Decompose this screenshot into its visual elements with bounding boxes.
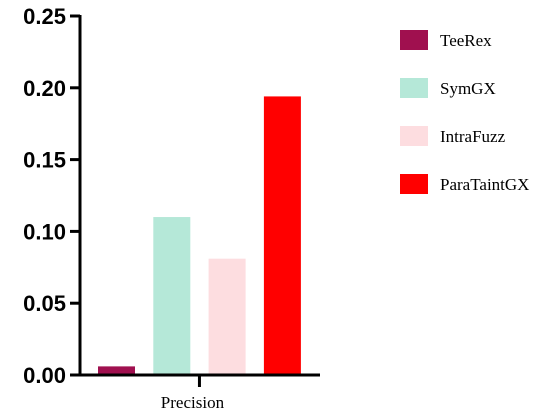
y-tick-label: 0.00: [23, 363, 66, 388]
legend-swatch-intrafuzz: [400, 126, 428, 146]
y-tick-label: 0.25: [23, 4, 66, 29]
x-axis: Precision: [79, 373, 320, 412]
y-tick-label: 0.20: [23, 76, 66, 101]
bar-intrafuzz: [208, 258, 246, 375]
legend: TeeRex SymGX IntraFuzz ParaTaintGX: [400, 30, 529, 194]
legend-label-symgx: SymGX: [440, 79, 496, 98]
legend-swatch-parataintgx: [400, 174, 428, 194]
legend-swatch-teerex: [400, 30, 428, 50]
bars: [98, 96, 301, 375]
legend-swatch-symgx: [400, 78, 428, 98]
y-tick-label: 0.05: [23, 291, 66, 316]
bar-symgx: [153, 217, 191, 375]
y-tick-label: 0.10: [23, 219, 66, 244]
y-axis: 0.00 0.05 0.10 0.15 0.20 0.25: [23, 4, 82, 388]
y-tick-label: 0.15: [23, 148, 66, 173]
bar-teerex: [98, 366, 135, 375]
bar-parataintgx: [263, 96, 301, 375]
legend-label-intrafuzz: IntraFuzz: [440, 127, 506, 146]
legend-label-teerex: TeeRex: [440, 31, 492, 50]
x-tick-label: Precision: [161, 393, 225, 412]
legend-label-parataintgx: ParaTaintGX: [440, 175, 529, 194]
